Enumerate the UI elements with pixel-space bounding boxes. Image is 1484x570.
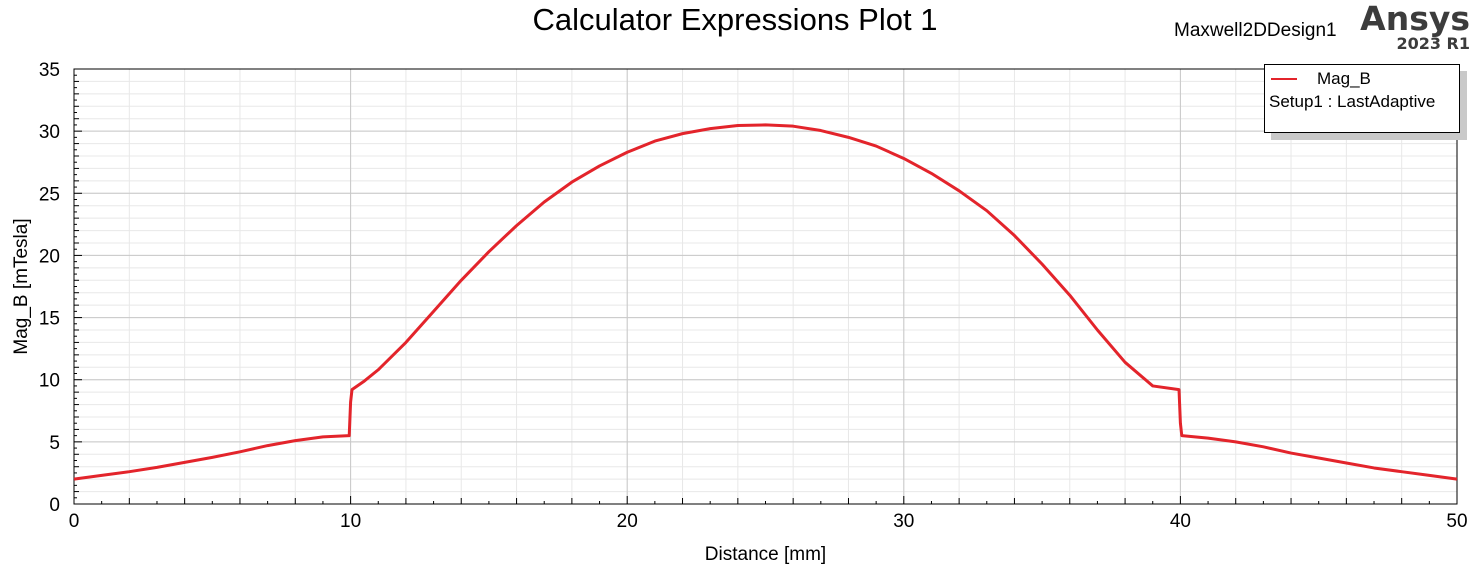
legend-series-label: Mag_B (1317, 69, 1371, 88)
y-tick-label: 35 (39, 60, 60, 81)
series-line-mag-b[interactable] (73, 123, 1458, 481)
ansys-logo: Ansys 2023 R1 (1360, 2, 1470, 52)
y-tick-label: 5 (49, 433, 60, 454)
design-name-label: Maxwell2DDesign1 (1174, 20, 1337, 41)
legend-setup-label: Setup1 : LastAdaptive (1269, 92, 1436, 111)
minor-gridlines (73, 68, 1458, 505)
y-tick-label: 20 (39, 246, 60, 267)
legend-box[interactable]: Mag_B Setup1 : LastAdaptive (1264, 64, 1460, 133)
legend-swatch (1271, 78, 1297, 80)
y-axis-label: Mag_B [mTesla] (11, 218, 32, 354)
x-tick-label: 10 (340, 511, 361, 532)
series-layer (73, 123, 1458, 481)
axis-ticks (73, 68, 1458, 505)
chart-title: Calculator Expressions Plot 1 (532, 2, 938, 37)
major-gridlines (73, 68, 1458, 505)
y-tick-label: 25 (39, 184, 60, 205)
x-tick-label: 30 (893, 511, 914, 532)
y-tick-label: 0 (49, 495, 60, 516)
brand-name: Ansys (1360, 0, 1470, 38)
version-label: 2023 R1 (1396, 34, 1470, 53)
x-tick-label: 40 (1170, 511, 1191, 532)
x-tick-label: 20 (617, 511, 638, 532)
x-tick-label: 0 (69, 511, 80, 532)
y-tick-label: 15 (39, 309, 60, 330)
legend-entry: Mag_B (1271, 69, 1371, 89)
plot-frame (73, 68, 1458, 505)
x-tick-label: 50 (1446, 511, 1467, 532)
y-tick-label: 10 (39, 371, 60, 392)
y-tick-label: 30 (39, 122, 60, 143)
tick-labels: 0 10 20 30 40 50 0 5 10 15 20 25 30 35 (39, 60, 1468, 532)
x-axis-label: Distance [mm] (705, 544, 826, 565)
